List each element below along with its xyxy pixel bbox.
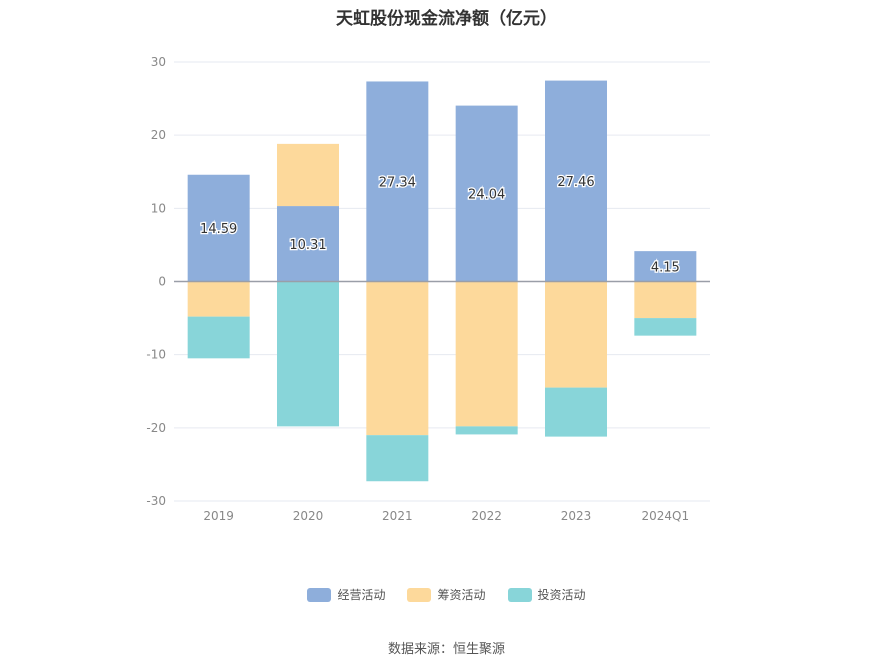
bar-investing (545, 387, 607, 437)
bar-investing (455, 426, 518, 435)
bar-operating (277, 206, 339, 282)
legend-label: 投资活动 (537, 588, 586, 602)
data-label: 10.31 (289, 238, 326, 253)
bar-investing (187, 316, 250, 359)
bars (187, 80, 697, 482)
bar-financing (634, 281, 697, 319)
legend-item[interactable]: 经营活动 (307, 586, 385, 603)
y-tick-label: 20 (151, 128, 166, 142)
x-tick-label: 2019 (203, 509, 234, 523)
x-tick-label: 2024Q1 (642, 509, 690, 523)
data-label: 27.34 (379, 175, 416, 190)
y-tick-label: -10 (146, 348, 166, 362)
legend-label: 筹资活动 (437, 588, 486, 602)
bar-financing (187, 281, 250, 317)
bar-financing (277, 143, 339, 207)
legend-item[interactable]: 投资活动 (507, 586, 586, 603)
bar-investing (366, 435, 429, 482)
legend: 经营活动 筹资活动 投资活动 (0, 586, 893, 603)
legend-label: 经营活动 (337, 588, 386, 602)
source-note: 数据来源：恒生聚源 (387, 642, 505, 657)
data-labels: 14.59 10.31 27.34 24.04 27.46 4.15 (199, 174, 681, 277)
x-tick-label: 2022 (471, 509, 502, 523)
data-label: 27.46 (557, 175, 594, 190)
y-tick-label: -20 (146, 421, 166, 435)
data-label: 24.04 (468, 188, 505, 203)
x-tick-label: 2021 (382, 509, 413, 523)
bar-investing (277, 281, 339, 427)
x-tick-label: 2023 (561, 509, 592, 523)
bar-financing (366, 281, 429, 436)
bar-operating (545, 80, 607, 282)
y-tick-label: 30 (151, 55, 166, 69)
chart-title: 天虹股份现金流净额（亿元） (336, 9, 557, 29)
bar-operating (187, 174, 250, 282)
bar-financing (455, 281, 518, 427)
x-tick-label: 2020 (293, 509, 324, 523)
legend-swatch (407, 587, 432, 602)
data-label: 4.15 (651, 260, 680, 275)
bar-investing (634, 318, 697, 336)
legend-swatch (507, 587, 532, 602)
y-tick-label: 10 (151, 201, 166, 215)
bar-operating (366, 81, 429, 282)
grid-lines (174, 61, 710, 502)
bar-operating (634, 251, 697, 282)
y-tick-label: 0 (158, 275, 166, 289)
legend-swatch (307, 587, 332, 602)
data-label: 14.59 (200, 222, 237, 237)
bar-operating (455, 105, 518, 282)
y-tick-label: -30 (146, 494, 166, 508)
axes: 30 20 10 0 -10 -20 -30 2019 2020 2021 2022 2023 2024… (146, 55, 710, 523)
legend-item[interactable]: 筹资活动 (407, 586, 486, 603)
bar-financing (545, 281, 607, 388)
